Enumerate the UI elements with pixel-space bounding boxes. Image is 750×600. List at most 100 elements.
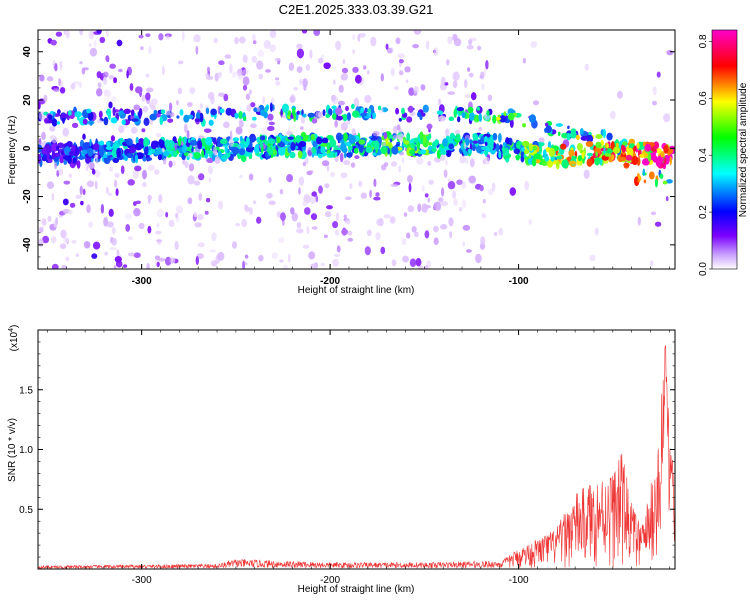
- heatmap-cell: [513, 148, 521, 154]
- heatmap-cell: [129, 83, 134, 91]
- heatmap-cell: [198, 193, 203, 201]
- heatmap-cell: [145, 33, 151, 38]
- heatmap-cell: [114, 256, 122, 263]
- heatmap-cell: [47, 114, 53, 120]
- heatmap-cell: [277, 141, 285, 148]
- heatmap-cell: [309, 49, 313, 59]
- heatmap-cell: [465, 157, 469, 164]
- heatmap-cell: [184, 123, 188, 133]
- heatmap-cell: [542, 158, 546, 167]
- heatmap-cell: [154, 169, 160, 175]
- heatmap-cell: [126, 152, 134, 159]
- heatmap-cell: [39, 74, 45, 82]
- heatmap-cell: [158, 139, 163, 146]
- heatmap-cell: [655, 221, 662, 227]
- heatmap-cell: [243, 116, 247, 121]
- heatmap-y-axis-label: Frequency (Hz): [7, 116, 18, 185]
- heatmap-cell: [374, 141, 379, 147]
- heatmap-cell: [109, 166, 113, 172]
- snr-y-multiplier-base: (x10: [9, 331, 20, 351]
- heatmap-cell: [241, 219, 248, 228]
- heatmap-cell: [268, 121, 275, 126]
- heatmap-cell: [478, 113, 482, 122]
- heatmap-cell: [472, 140, 478, 144]
- heatmap-x-tick-label: -100: [509, 276, 529, 287]
- heatmap-cell: [323, 62, 331, 69]
- heatmap-cell: [99, 140, 104, 146]
- heatmap-cell: [606, 132, 613, 141]
- heatmap-cell: [391, 146, 399, 155]
- heatmap-cell: [439, 150, 447, 155]
- heatmap-cell: [482, 198, 486, 204]
- heatmap-cell: [369, 189, 372, 198]
- heatmap-cell: [118, 68, 123, 73]
- heatmap-cell: [365, 147, 373, 153]
- heatmap-cell: [56, 145, 60, 151]
- heatmap-cell: [118, 110, 124, 116]
- heatmap-cell: [447, 91, 456, 95]
- snr-x-axis-label: Height of straight line (km): [298, 584, 415, 595]
- heatmap-cell: [340, 122, 348, 131]
- heatmap-cell: [504, 149, 509, 156]
- heatmap-cell: [85, 161, 89, 172]
- heatmap-cell: [245, 93, 250, 100]
- heatmap-cell: [104, 89, 109, 97]
- heatmap-cell: [86, 108, 92, 114]
- heatmap-cell: [447, 178, 451, 182]
- heatmap-cell: [418, 265, 424, 269]
- heatmap-cell: [332, 221, 338, 229]
- heatmap-cell: [420, 149, 427, 155]
- heatmap-cell: [492, 133, 498, 141]
- heatmap-cell: [162, 158, 167, 165]
- heatmap-cell: [302, 113, 307, 118]
- heatmap-cell: [133, 252, 141, 258]
- heatmap-cell: [275, 77, 280, 81]
- heatmap-cell: [279, 259, 284, 263]
- heatmap-cell: [543, 149, 547, 157]
- heatmap-cell: [95, 169, 101, 178]
- heatmap-x-axis-label: Height of straight line (km): [298, 285, 415, 296]
- heatmap-cell: [74, 111, 82, 118]
- heatmap-cell: [258, 73, 263, 80]
- heatmap-cell: [300, 116, 305, 124]
- heatmap-cell: [427, 197, 431, 203]
- heatmap-cell: [304, 207, 311, 215]
- heatmap-cell: [42, 235, 50, 244]
- heatmap-cell: [228, 138, 234, 148]
- heatmap-cell: [268, 177, 272, 183]
- heatmap-cell: [391, 161, 397, 167]
- heatmap-cell: [77, 156, 86, 160]
- heatmap-cell: [650, 211, 657, 216]
- heatmap-cell: [249, 89, 252, 95]
- heatmap-cell: [250, 102, 256, 108]
- heatmap-cell: [160, 109, 166, 114]
- heatmap-cell: [208, 177, 212, 183]
- heatmap-cell: [390, 183, 399, 187]
- heatmap-cell: [666, 179, 673, 184]
- heatmap-cell: [468, 72, 474, 78]
- heatmap-cell: [340, 172, 348, 179]
- heatmap-cell: [108, 112, 111, 120]
- heatmap-cell: [427, 161, 432, 166]
- heatmap-cell: [239, 174, 243, 179]
- heatmap-cell: [63, 30, 67, 36]
- heatmap-cell: [322, 137, 329, 144]
- heatmap-cell: [395, 107, 399, 115]
- heatmap-cell: [360, 112, 368, 117]
- heatmap-cell: [407, 205, 415, 213]
- heatmap-cell: [587, 152, 593, 157]
- heatmap-cell: [74, 144, 78, 155]
- heatmap-cell: [471, 92, 477, 101]
- heatmap-cell: [455, 133, 461, 142]
- heatmap-cell: [189, 144, 192, 149]
- heatmap-cell: [109, 247, 117, 251]
- heatmap-cell: [448, 143, 454, 150]
- heatmap-cell: [290, 142, 296, 151]
- heatmap-cell: [599, 158, 603, 166]
- heatmap-cell: [214, 156, 221, 164]
- heatmap-cell: [116, 39, 123, 47]
- heatmap-cell: [162, 65, 165, 76]
- heatmap-cell: [156, 239, 163, 243]
- heatmap-cell: [138, 110, 142, 119]
- heatmap-cell: [329, 139, 337, 148]
